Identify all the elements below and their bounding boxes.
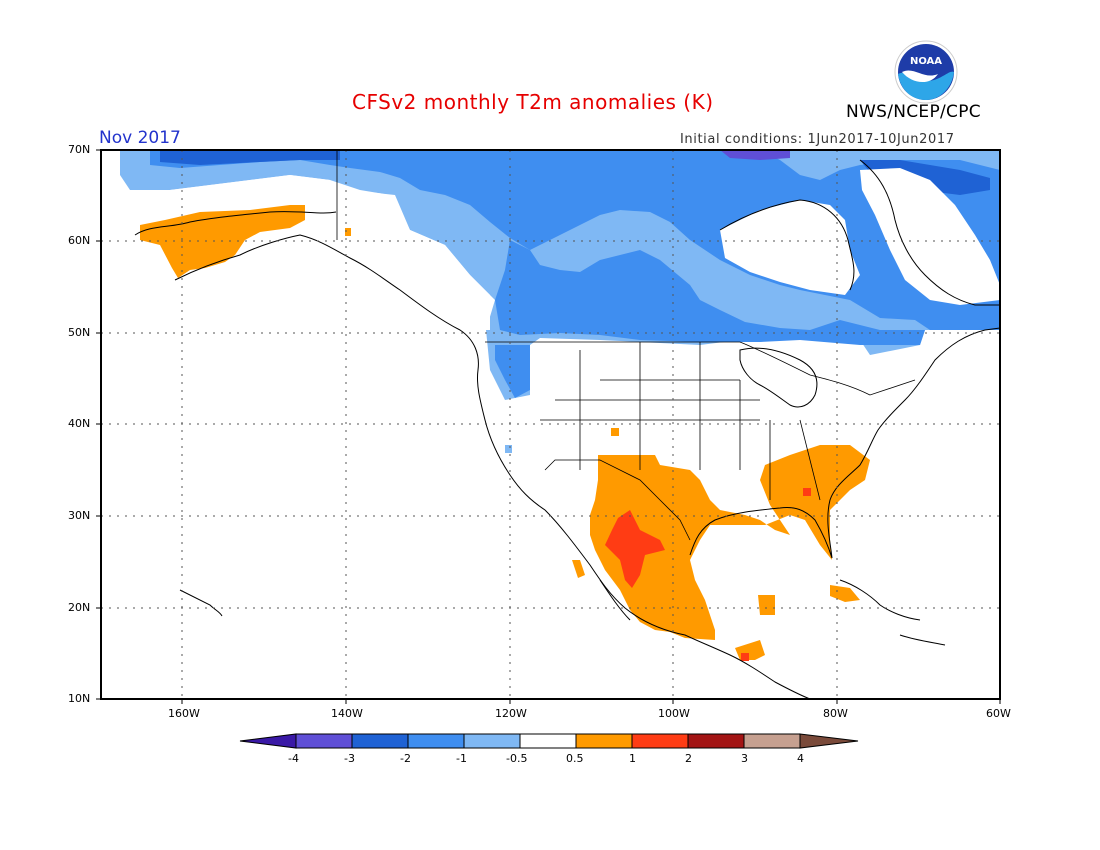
lat-label: 10N	[68, 692, 91, 705]
colorbar-segment	[799, 733, 859, 749]
warm-anomaly-region	[735, 640, 765, 660]
colorbar-label: 4	[797, 752, 804, 765]
agency-label: NWS/NCEP/CPC	[846, 102, 981, 122]
lon-label: 100W	[658, 707, 690, 720]
lat-label: 20N	[68, 601, 91, 614]
lon-label: 120W	[495, 707, 527, 720]
colorbar-label: -4	[288, 752, 299, 765]
strong-cold-anomaly	[720, 150, 790, 160]
warm-anomaly-region	[590, 445, 870, 640]
lat-label: 60N	[68, 234, 91, 247]
neutral-region	[720, 200, 860, 295]
anomaly-fields	[101, 150, 1000, 661]
colorbar	[239, 733, 859, 749]
colorbar-segment	[687, 733, 745, 749]
cold-anomaly-core	[495, 240, 925, 345]
moderate-warm-anomaly	[741, 653, 749, 661]
colorbar-label: 2	[685, 752, 692, 765]
noaa-logo-icon: NOAA	[894, 40, 958, 104]
neutral-region	[340, 190, 490, 330]
lon-label: 160W	[168, 707, 200, 720]
colorbar-segment	[519, 733, 577, 749]
warm-anomaly-region	[345, 228, 351, 236]
colorbar-segment	[631, 733, 689, 749]
lat-label: 70N	[68, 143, 91, 156]
political-borders	[336, 150, 916, 541]
initial-conditions: Initial conditions: 1Jun2017-10Jun2017	[680, 132, 955, 147]
colorbar-segment	[351, 733, 409, 749]
forecast-month: Nov 2017	[99, 128, 181, 148]
map-title: CFSv2 monthly T2m anomalies (K)	[352, 90, 714, 114]
cold-anomaly-core	[160, 150, 340, 165]
moderate-warm-anomaly	[803, 488, 811, 496]
colorbar-label: -3	[344, 752, 355, 765]
lat-label: 30N	[68, 509, 91, 522]
moderate-warm-anomaly	[605, 510, 665, 588]
colorbar-label: 3	[741, 752, 748, 765]
cold-anomaly-core	[150, 150, 1000, 330]
colorbar-label: -2	[400, 752, 411, 765]
warm-anomaly-region	[611, 428, 619, 436]
colorbar-segment	[463, 733, 521, 749]
cold-anomaly-region	[505, 445, 512, 453]
neutral-region	[860, 168, 1000, 305]
warm-anomaly-region	[758, 595, 775, 615]
svg-text:NOAA: NOAA	[910, 56, 942, 67]
cold-anomaly-core	[495, 345, 530, 398]
lon-label: 80W	[823, 707, 848, 720]
warm-anomaly-region	[572, 560, 585, 578]
colorbar-label: -1	[456, 752, 467, 765]
colorbar-label: -0.5	[506, 752, 528, 765]
colorbar-segment	[407, 733, 465, 749]
lat-lon-grid	[101, 150, 1000, 699]
lon-label: 60W	[986, 707, 1011, 720]
lon-label: 140W	[331, 707, 363, 720]
colorbar-segment	[239, 733, 297, 749]
colorbar-segment	[743, 733, 801, 749]
colorbar-segment	[575, 733, 633, 749]
colorbar-label: 0.5	[566, 752, 584, 765]
colorbar-label: 1	[629, 752, 636, 765]
lat-label: 40N	[68, 417, 91, 430]
lat-label: 50N	[68, 326, 91, 339]
warm-anomaly-region	[830, 585, 860, 602]
axis-ticks	[96, 149, 1001, 704]
colorbar-segment	[295, 733, 353, 749]
coastlines	[134, 159, 1000, 699]
